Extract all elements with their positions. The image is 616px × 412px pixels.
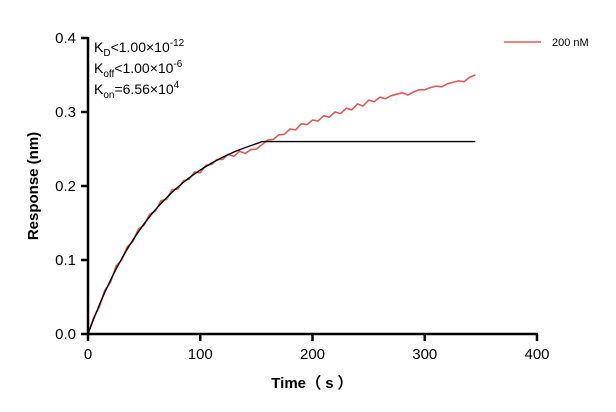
- y-tick-label: 0.0: [55, 326, 76, 343]
- legend-label-200nm: 200 nM: [552, 37, 589, 49]
- x-tick-label: 400: [524, 346, 549, 363]
- x-tick-label: 300: [412, 346, 437, 363]
- axes: 0 100 200 300 400 0.0 0.1 0.2 0.3 0.4: [55, 30, 549, 363]
- series-line-200nm: [87, 74, 476, 335]
- y-axis-label: Response (nm): [25, 132, 42, 240]
- y-tick-label: 0.2: [55, 178, 76, 195]
- x-axis-label: Time（ s ）: [271, 374, 352, 392]
- plot-area: [87, 74, 476, 335]
- annotation-line: Koff<1.00×10-6: [94, 59, 183, 80]
- annotation-line: KD<1.00×10-12: [94, 38, 185, 59]
- y-tick-label: 0.3: [55, 104, 76, 121]
- y-tick-label: 0.4: [55, 30, 76, 47]
- annotation-line: Kon=6.56×104: [94, 80, 180, 101]
- x-tick-label: 100: [188, 346, 213, 363]
- x-tick-label: 0: [84, 346, 92, 363]
- legend: 200 nM: [504, 37, 589, 49]
- fit-curve-line: [87, 140, 476, 335]
- x-tick-label: 200: [300, 346, 325, 363]
- y-tick-label: 0.1: [55, 252, 76, 269]
